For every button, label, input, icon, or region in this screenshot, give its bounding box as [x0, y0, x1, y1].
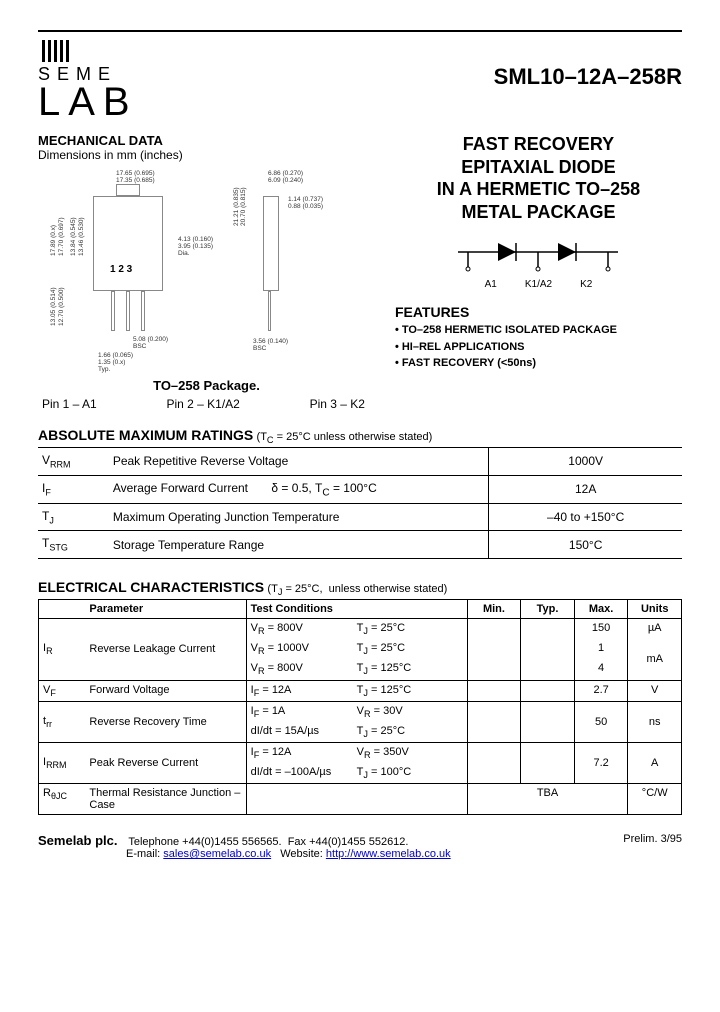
dim-d4: 4.13 (0.160) 3.95 (0.135) Dia.: [178, 236, 213, 257]
amr-table: VRRM Peak Repetitive Reverse Voltage 100…: [38, 447, 682, 559]
dim-d2: 6.86 (0.270) 6.09 (0.240): [268, 170, 303, 184]
ec-title: ELECTRICAL CHARACTERISTICS: [38, 579, 264, 595]
header: SEME LAB SML10–12A–258R: [38, 40, 682, 119]
amr-header: ABSOLUTE MAXIMUM RATINGS (TC = 25°C unle…: [38, 427, 682, 445]
dim-d8a: 13.05 (0.514): [50, 287, 57, 326]
ec-cond: (TJ = 25°C, unless otherwise stated): [267, 583, 447, 595]
footer-tel: Telephone +44(0)1455 556565.: [128, 836, 281, 848]
ec-header: ELECTRICAL CHARACTERISTICS (TJ = 25°C, u…: [38, 579, 682, 597]
dim-d9: 5.08 (0.200) BSC: [133, 336, 168, 350]
features-title: FEATURES: [395, 304, 682, 320]
pin-labels: Pin 1 – A1 Pin 2 – K1/A2 Pin 3 – K2: [38, 397, 375, 411]
dim-d5: 21.21 (0.835) 20.70 (0.815): [233, 187, 247, 226]
table-row: IR Reverse Leakage Current VR = 800VTJ =…: [39, 618, 682, 639]
footer-company: Semelab plc.: [38, 833, 117, 848]
logo-bars-icon: [42, 40, 168, 62]
package-caption: TO–258 Package.: [38, 378, 375, 393]
dim-d3: 1.14 (0.737) 0.88 (0.035): [288, 196, 323, 210]
features-list: • TO–258 HERMETIC ISOLATED PACKAGE • HI–…: [395, 322, 682, 372]
ec-header-row: Parameter Test Conditions Min. Typ. Max.…: [39, 599, 682, 618]
table-row: trr Reverse Recovery Time IF = 1AVR = 30…: [39, 701, 682, 722]
diode-symbol-icon: A1 K1/A2 K2: [395, 237, 682, 290]
diode-pin-k2: K2: [580, 279, 592, 290]
dim-d7a: 13.84 (0.545): [70, 217, 77, 256]
dim-d1: 17.65 (0.695) 17.35 (0.685): [116, 170, 155, 184]
footer-rev: Prelim. 3/95: [623, 833, 682, 845]
product-info-section: FAST RECOVERY EPITAXIAL DIODE IN A HERME…: [395, 133, 682, 411]
dim-d8b: 12.70 (0.500): [58, 287, 65, 326]
logo-text-2: LAB: [38, 85, 168, 119]
part-number: SML10–12A–258R: [494, 64, 682, 90]
product-title-l2: EPITAXIAL DIODE: [461, 157, 615, 177]
pin-2-label: Pin 2 – K1/A2: [166, 397, 239, 411]
package-drawing: 17.65 (0.695) 17.35 (0.685) 6.86 (0.270)…: [38, 166, 375, 376]
footer-fax: Fax +44(0)1455 552612.: [288, 836, 409, 848]
amr-title: ABSOLUTE MAXIMUM RATINGS: [38, 427, 253, 443]
dim-d11: 3.56 (0.140) BSC: [253, 338, 288, 352]
logo: SEME LAB: [38, 40, 168, 119]
dim-d7b: 13.46 (0.530): [78, 217, 85, 256]
product-title-l3: IN A HERMETIC TO–258: [437, 179, 640, 199]
table-row: IRRM Peak Reverse Current IF = 12AVR = 3…: [39, 743, 682, 764]
product-title-l4: METAL PACKAGE: [461, 202, 615, 222]
feature-item: • HI–REL APPLICATIONS: [395, 339, 682, 356]
table-row: VF Forward Voltage IF = 12ATJ = 125°C 2.…: [39, 680, 682, 701]
footer-web-link[interactable]: http://www.semelab.co.uk: [326, 848, 451, 860]
diode-pin-a1: A1: [485, 279, 497, 290]
top-rule: [38, 30, 682, 32]
table-row: TSTG Storage Temperature Range 150°C: [38, 531, 682, 558]
pin-numbers: 1 2 3: [110, 264, 132, 275]
feature-item: • TO–258 HERMETIC ISOLATED PACKAGE: [395, 322, 682, 339]
mechanical-title: MECHANICAL DATA: [38, 133, 375, 148]
mechanical-subtitle: Dimensions in mm (inches): [38, 148, 375, 162]
dim-d10: 1.66 (0.065) 1.35 (0.x) Typ.: [98, 352, 133, 373]
amr-cond: (TC = 25°C unless otherwise stated): [257, 431, 433, 443]
table-row: RθJC Thermal Resistance Junction – Case …: [39, 784, 682, 815]
table-row: VRRM Peak Repetitive Reverse Voltage 100…: [38, 448, 682, 475]
dim-d6a: 17.89 (0.x): [50, 225, 57, 256]
product-title-l1: FAST RECOVERY: [463, 134, 614, 154]
diode-pin-k1a2: K1/A2: [525, 279, 552, 290]
footer: Semelab plc. Telephone +44(0)1455 556565…: [38, 833, 682, 860]
table-row: TJ Maximum Operating Junction Temperatur…: [38, 503, 682, 530]
table-row: IF Average Forward Current δ = 0.5, TC =…: [38, 475, 682, 503]
footer-web-label: Website:: [280, 848, 323, 860]
ec-table: Parameter Test Conditions Min. Typ. Max.…: [38, 599, 682, 816]
dim-d6b: 17.70 (0.697): [58, 217, 65, 256]
pin-3-label: Pin 3 – K2: [310, 397, 365, 411]
pin-1-label: Pin 1 – A1: [42, 397, 97, 411]
mechanical-data-section: MECHANICAL DATA Dimensions in mm (inches…: [38, 133, 375, 411]
footer-email-label: E-mail:: [126, 848, 160, 860]
product-title: FAST RECOVERY EPITAXIAL DIODE IN A HERME…: [395, 133, 682, 223]
footer-email-link[interactable]: sales@semelab.co.uk: [163, 848, 271, 860]
feature-item: • FAST RECOVERY (<50ns): [395, 355, 682, 372]
